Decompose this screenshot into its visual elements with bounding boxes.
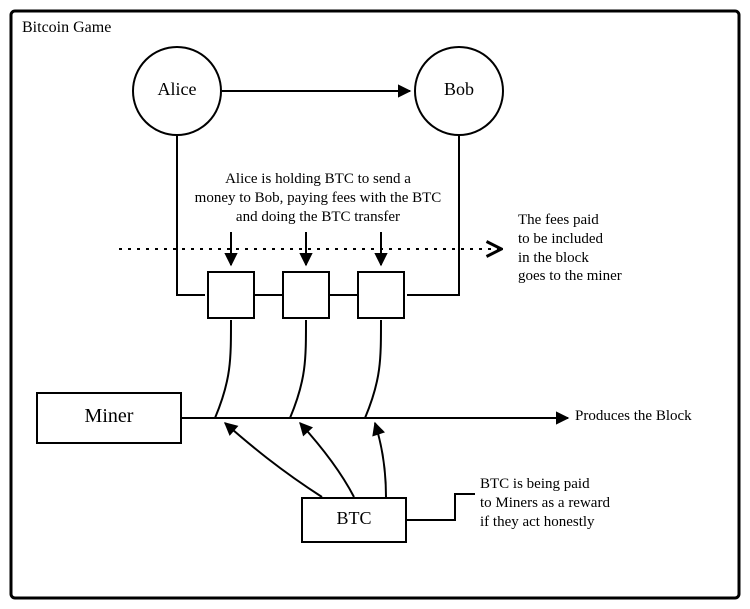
reward-note: BTC is being paid to Miners as a reward … bbox=[480, 475, 610, 531]
diagram-title: Bitcoin Game bbox=[22, 18, 111, 38]
alice-label: Alice bbox=[117, 78, 237, 101]
alice-note: Alice is holding BTC to send a money to … bbox=[158, 170, 478, 226]
node-block2 bbox=[283, 272, 329, 318]
node-block1 bbox=[208, 272, 254, 318]
bob-label: Bob bbox=[399, 78, 519, 101]
node-block3 bbox=[358, 272, 404, 318]
miner-label: Miner bbox=[49, 404, 169, 429]
fees-note: The fees paid to be included in the bloc… bbox=[518, 211, 622, 286]
diagram-stage: Bitcoin Game Alice Bob Miner BTC Alice i… bbox=[0, 0, 750, 609]
btc-label: BTC bbox=[294, 507, 414, 530]
produces-label: Produces the Block bbox=[575, 407, 692, 426]
